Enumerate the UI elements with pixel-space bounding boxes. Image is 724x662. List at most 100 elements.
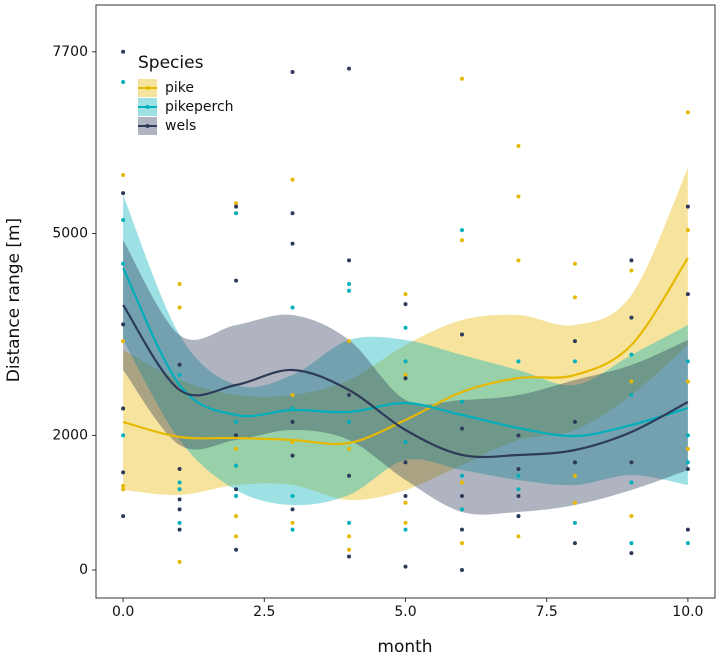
data-point [121, 191, 126, 196]
data-point [234, 204, 239, 209]
data-point [347, 534, 352, 539]
x-tick-label: 5.0 [394, 604, 416, 620]
x-tick-label: 0.0 [112, 604, 134, 620]
data-point [403, 527, 408, 532]
data-point [459, 507, 464, 512]
data-point [234, 419, 239, 424]
data-point [347, 288, 352, 293]
trend-line [122, 257, 689, 446]
data-point [177, 497, 182, 502]
data-point [403, 325, 408, 330]
confidence-band [123, 240, 688, 515]
data-point [403, 359, 408, 364]
data-point [177, 559, 182, 564]
data-point [572, 541, 577, 546]
data-point [290, 419, 295, 424]
data-point [629, 460, 634, 465]
data-point [121, 80, 126, 85]
data-point [459, 473, 464, 478]
legend-label: pikeperch [165, 99, 234, 115]
data-point [121, 339, 126, 344]
data-point [290, 69, 295, 74]
legend-label: pike [165, 80, 194, 96]
data-point [234, 201, 239, 206]
data-point [403, 376, 408, 381]
data-point [347, 419, 352, 424]
data-point [685, 292, 690, 297]
data-point [572, 295, 577, 300]
data-point [685, 460, 690, 465]
data-point [177, 480, 182, 485]
data-point [347, 547, 352, 552]
y-tick-label: 5000 [52, 225, 88, 241]
x-tick-label: 7.5 [536, 604, 558, 620]
data-point [685, 527, 690, 532]
data-point [459, 238, 464, 243]
data-point [177, 281, 182, 286]
data-point [685, 446, 690, 451]
data-point [629, 551, 634, 556]
data-point [685, 379, 690, 384]
data-point [347, 520, 352, 525]
data-point [629, 258, 634, 263]
data-point [234, 211, 239, 216]
data-point [516, 493, 521, 498]
data-point [121, 49, 126, 54]
data-point [290, 493, 295, 498]
data-point [459, 76, 464, 81]
data-point [347, 258, 352, 263]
data-point [516, 514, 521, 519]
data-point [685, 204, 690, 209]
y-tick-label: 0 [79, 562, 88, 578]
data-point [629, 393, 634, 398]
data-point [403, 460, 408, 465]
data-point [403, 493, 408, 498]
data-point [629, 541, 634, 546]
data-point [290, 305, 295, 310]
trend-line [122, 304, 689, 459]
data-point [403, 564, 408, 569]
legend-point [145, 105, 150, 109]
data-point [516, 194, 521, 199]
data-point [121, 172, 126, 177]
data-point [290, 527, 295, 532]
data-point [685, 467, 690, 472]
data-point [290, 440, 295, 445]
data-point [177, 305, 182, 310]
data-point [234, 493, 239, 498]
data-point [629, 379, 634, 384]
data-point [403, 372, 408, 377]
data-point [121, 261, 126, 266]
trend-line [122, 267, 689, 438]
data-point [629, 480, 634, 485]
x-axis-title: month [377, 637, 432, 657]
data-point [459, 568, 464, 573]
data-point [234, 446, 239, 451]
data-point [516, 433, 521, 438]
data-point [572, 500, 577, 505]
data-point [629, 315, 634, 320]
data-point [121, 470, 126, 475]
data-point [177, 372, 182, 377]
legend-point [145, 124, 150, 128]
data-point [516, 487, 521, 492]
data-point [459, 527, 464, 532]
data-point [516, 359, 521, 364]
data-point [290, 393, 295, 398]
data-point [572, 339, 577, 344]
data-point [685, 541, 690, 546]
data-point [572, 419, 577, 424]
plot-area [95, 4, 716, 599]
confidence-band [123, 168, 688, 501]
data-point [234, 463, 239, 468]
data-point [516, 534, 521, 539]
data-point [121, 322, 126, 327]
data-point [234, 547, 239, 552]
data-point [121, 483, 126, 488]
data-point [347, 473, 352, 478]
data-point [121, 218, 126, 223]
data-point [177, 467, 182, 472]
y-tick-label: 2000 [52, 427, 88, 443]
data-point [347, 66, 352, 71]
